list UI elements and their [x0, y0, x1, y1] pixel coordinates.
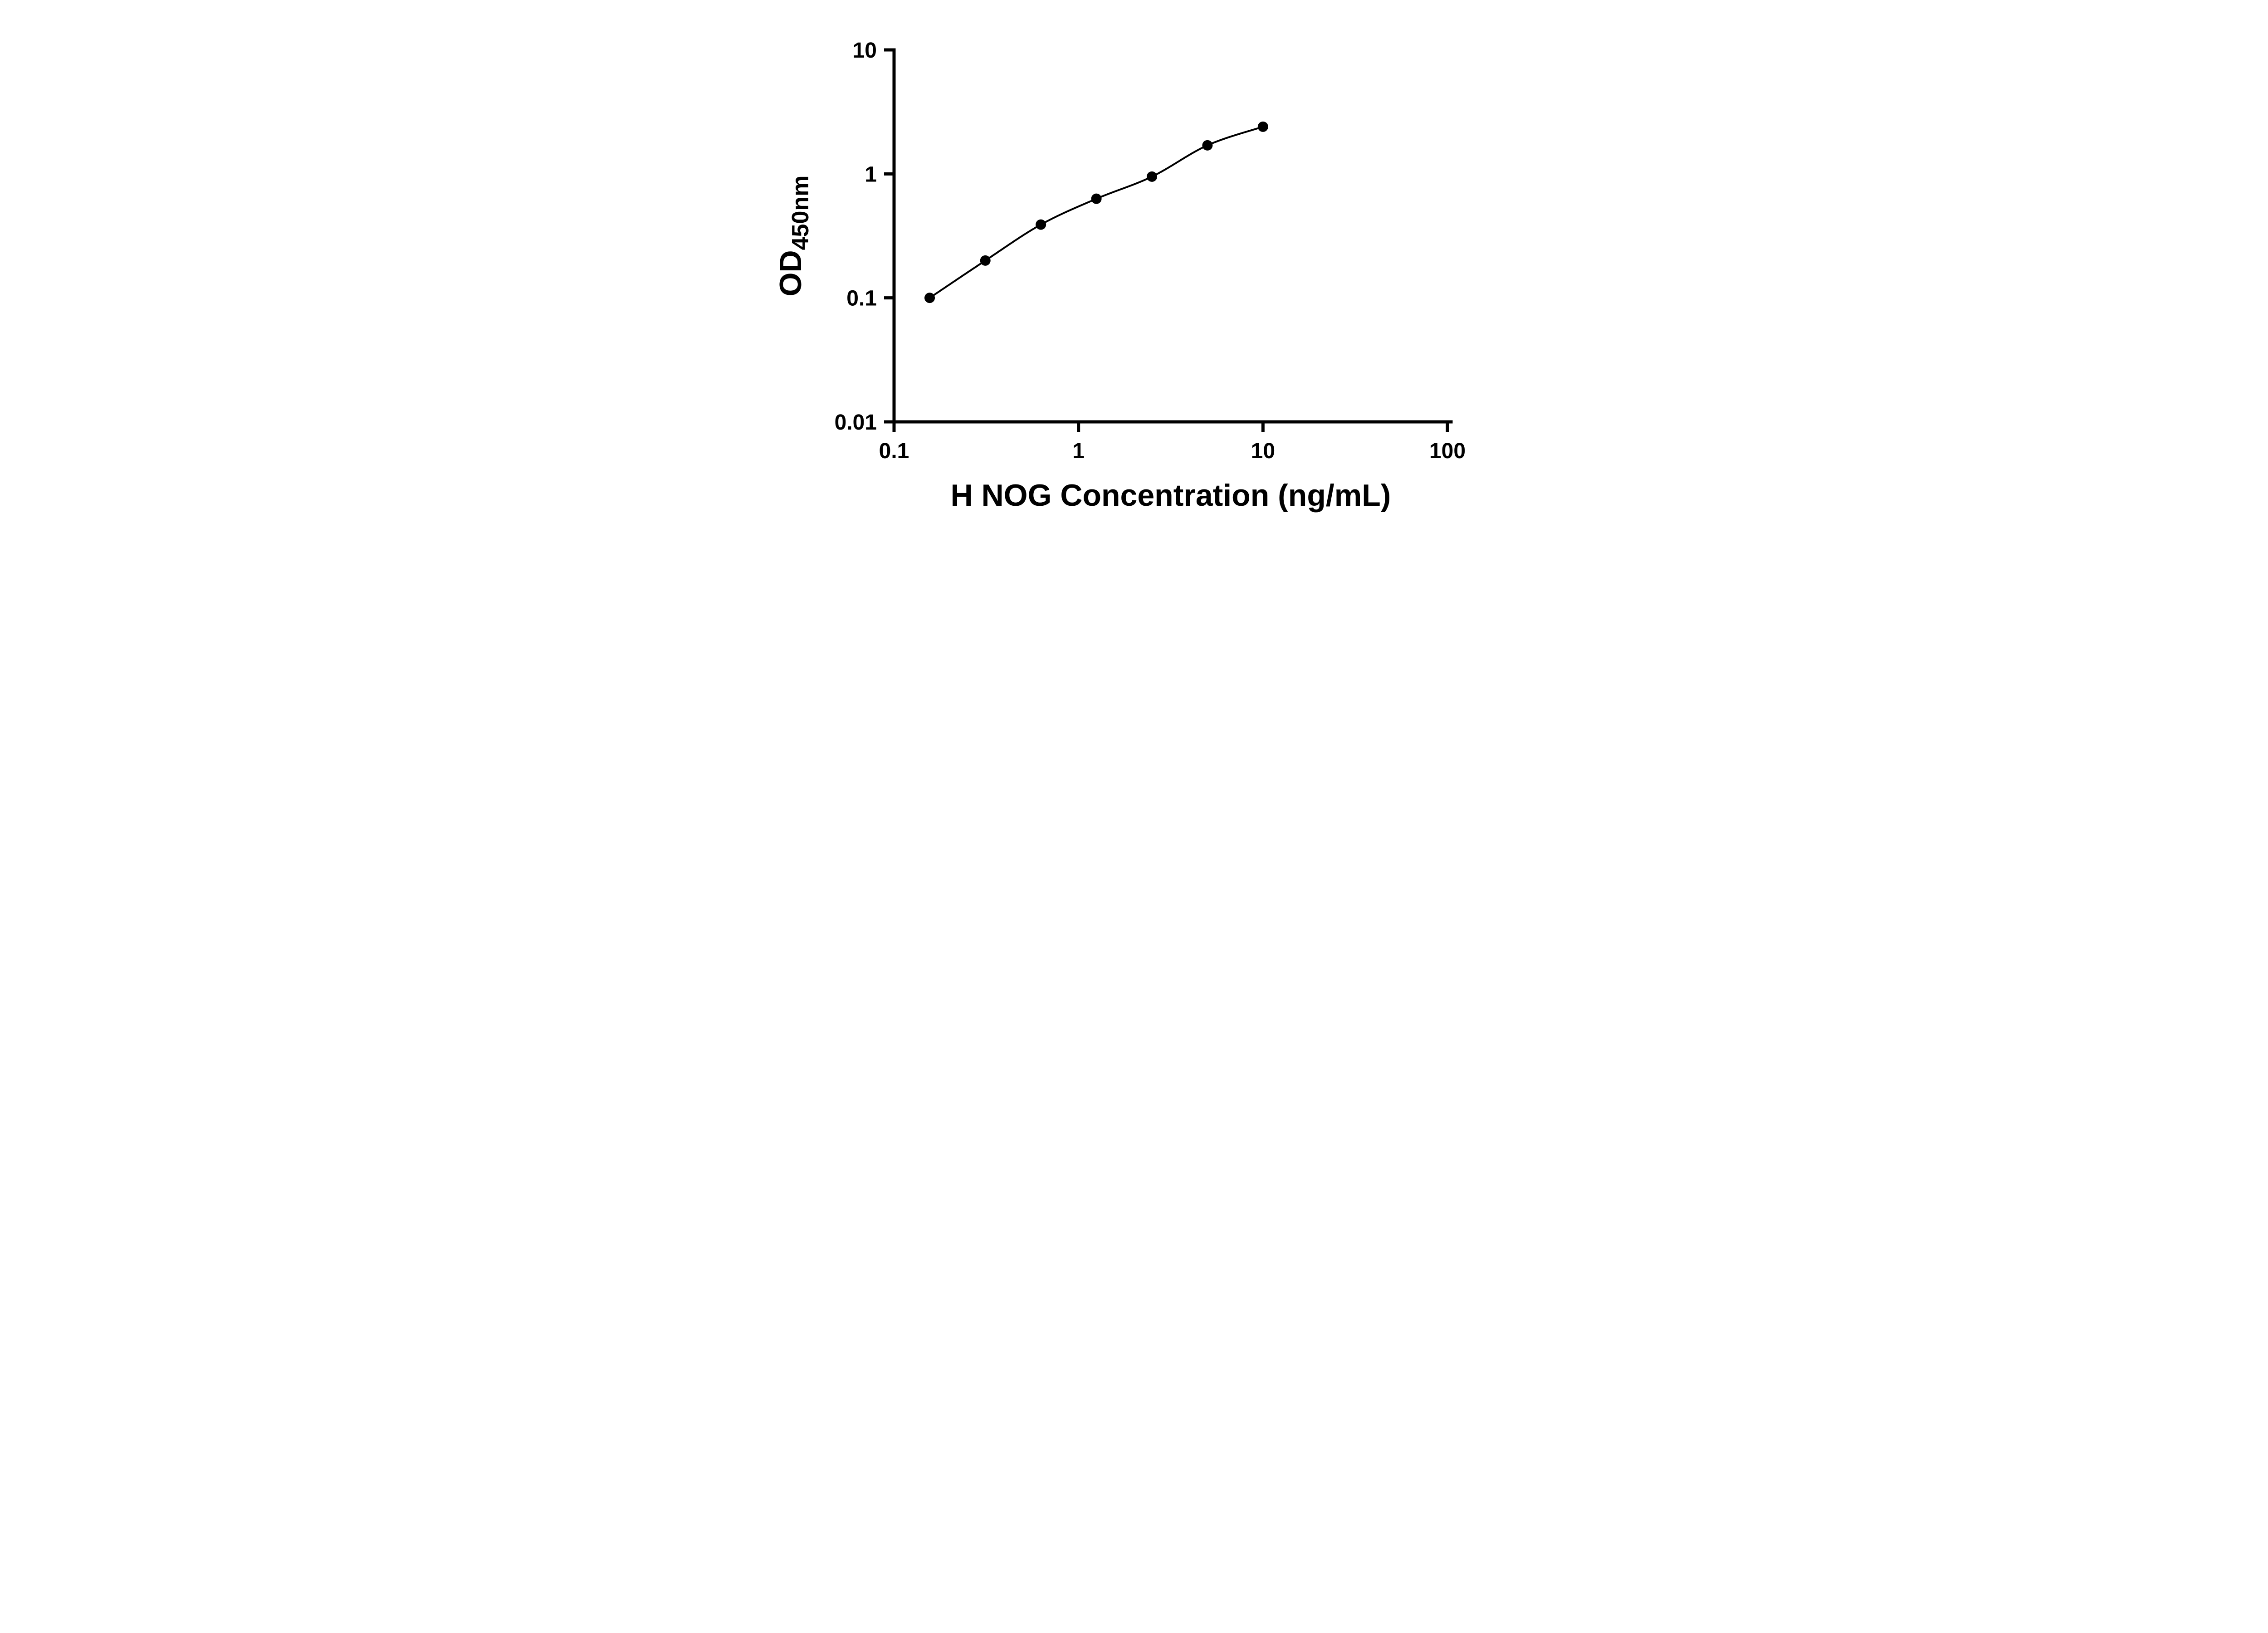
y-tick-label: 10	[853, 39, 877, 63]
x-tick-label: 1	[1072, 439, 1085, 463]
data-point	[1091, 193, 1102, 204]
x-tick-label: 10	[1251, 439, 1275, 463]
data-point	[1147, 171, 1157, 182]
data-point	[980, 255, 991, 266]
ticks	[884, 48, 1449, 432]
axes	[892, 48, 1453, 424]
y-axis-title-subscript: 450nm	[787, 176, 814, 250]
x-tick-label: 0.1	[879, 439, 909, 463]
y-tick-label: 0.1	[846, 287, 877, 311]
y-tick-label: 1	[865, 162, 877, 186]
x-tick-label: 100	[1429, 439, 1466, 463]
series-layer	[924, 121, 1268, 303]
y-axis-title-main: OD	[773, 250, 808, 296]
data-point	[1202, 140, 1213, 151]
y-axis-title: OD450nm	[773, 176, 814, 297]
data-point	[924, 293, 935, 303]
y-tick-label: 0.01	[835, 411, 877, 435]
elisa-standard-curve-figure: 0.1 1 10 100 0.01 0.1 1 10 H NOG Concentration …	[749, 0, 1519, 544]
data-point	[1036, 219, 1046, 230]
x-axis-title: H NOG Concentration (ng/mL)	[951, 478, 1391, 513]
standard-curve-line	[929, 126, 1263, 299]
data-point	[1257, 121, 1268, 132]
